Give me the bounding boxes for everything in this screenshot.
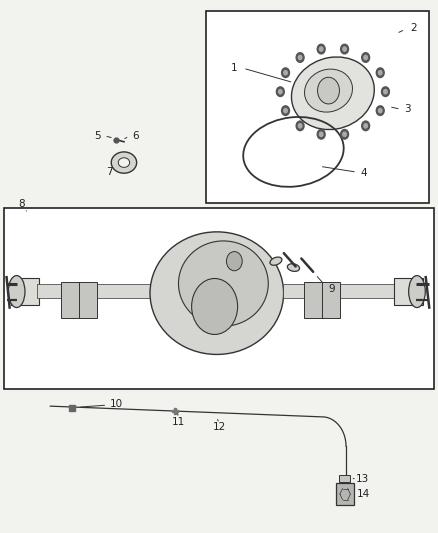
Text: 12: 12: [212, 423, 226, 432]
Circle shape: [341, 130, 349, 139]
FancyBboxPatch shape: [11, 278, 39, 305]
Text: 1: 1: [231, 63, 238, 73]
Circle shape: [378, 109, 382, 113]
Circle shape: [298, 55, 302, 60]
FancyBboxPatch shape: [4, 208, 434, 389]
Text: 8: 8: [18, 199, 25, 209]
Circle shape: [226, 252, 242, 271]
Text: 3: 3: [404, 104, 411, 114]
Circle shape: [364, 124, 367, 128]
Circle shape: [317, 44, 325, 54]
Circle shape: [362, 121, 370, 131]
Circle shape: [381, 87, 389, 96]
FancyBboxPatch shape: [339, 475, 350, 482]
Circle shape: [296, 121, 304, 131]
Circle shape: [364, 55, 367, 60]
Text: 14: 14: [357, 489, 370, 499]
FancyBboxPatch shape: [283, 284, 394, 298]
FancyBboxPatch shape: [304, 282, 323, 318]
Circle shape: [378, 70, 382, 75]
FancyBboxPatch shape: [206, 11, 429, 203]
Ellipse shape: [192, 278, 237, 335]
Circle shape: [282, 68, 290, 77]
Text: 13: 13: [356, 474, 369, 483]
Circle shape: [343, 47, 346, 51]
Text: 2: 2: [410, 23, 417, 33]
Circle shape: [284, 109, 287, 113]
Circle shape: [296, 53, 304, 62]
Text: 7: 7: [106, 167, 113, 176]
Text: 5: 5: [94, 131, 101, 141]
Circle shape: [362, 53, 370, 62]
Ellipse shape: [150, 232, 284, 354]
Circle shape: [279, 90, 282, 94]
Ellipse shape: [111, 152, 137, 173]
Circle shape: [319, 132, 323, 136]
Circle shape: [276, 87, 284, 96]
FancyBboxPatch shape: [37, 284, 155, 298]
Circle shape: [282, 106, 290, 116]
Circle shape: [384, 90, 387, 94]
Ellipse shape: [8, 276, 25, 308]
Circle shape: [318, 77, 339, 104]
Circle shape: [343, 132, 346, 136]
Text: 10: 10: [110, 399, 123, 409]
Text: 4: 4: [360, 168, 367, 177]
Circle shape: [376, 106, 384, 116]
Circle shape: [298, 124, 302, 128]
FancyBboxPatch shape: [322, 282, 340, 318]
Circle shape: [284, 70, 287, 75]
Ellipse shape: [287, 264, 300, 271]
Circle shape: [376, 68, 384, 77]
Text: 11: 11: [172, 417, 185, 427]
FancyBboxPatch shape: [61, 282, 80, 318]
Circle shape: [341, 44, 349, 54]
Ellipse shape: [291, 57, 374, 130]
Ellipse shape: [179, 241, 268, 326]
Ellipse shape: [270, 257, 282, 265]
FancyBboxPatch shape: [336, 483, 354, 505]
Text: 6: 6: [132, 131, 139, 141]
Ellipse shape: [409, 276, 425, 308]
Circle shape: [319, 47, 323, 51]
Circle shape: [317, 130, 325, 139]
Text: 9: 9: [328, 284, 336, 294]
FancyBboxPatch shape: [394, 278, 423, 305]
Ellipse shape: [304, 69, 353, 112]
Ellipse shape: [118, 158, 130, 167]
FancyBboxPatch shape: [79, 282, 97, 318]
